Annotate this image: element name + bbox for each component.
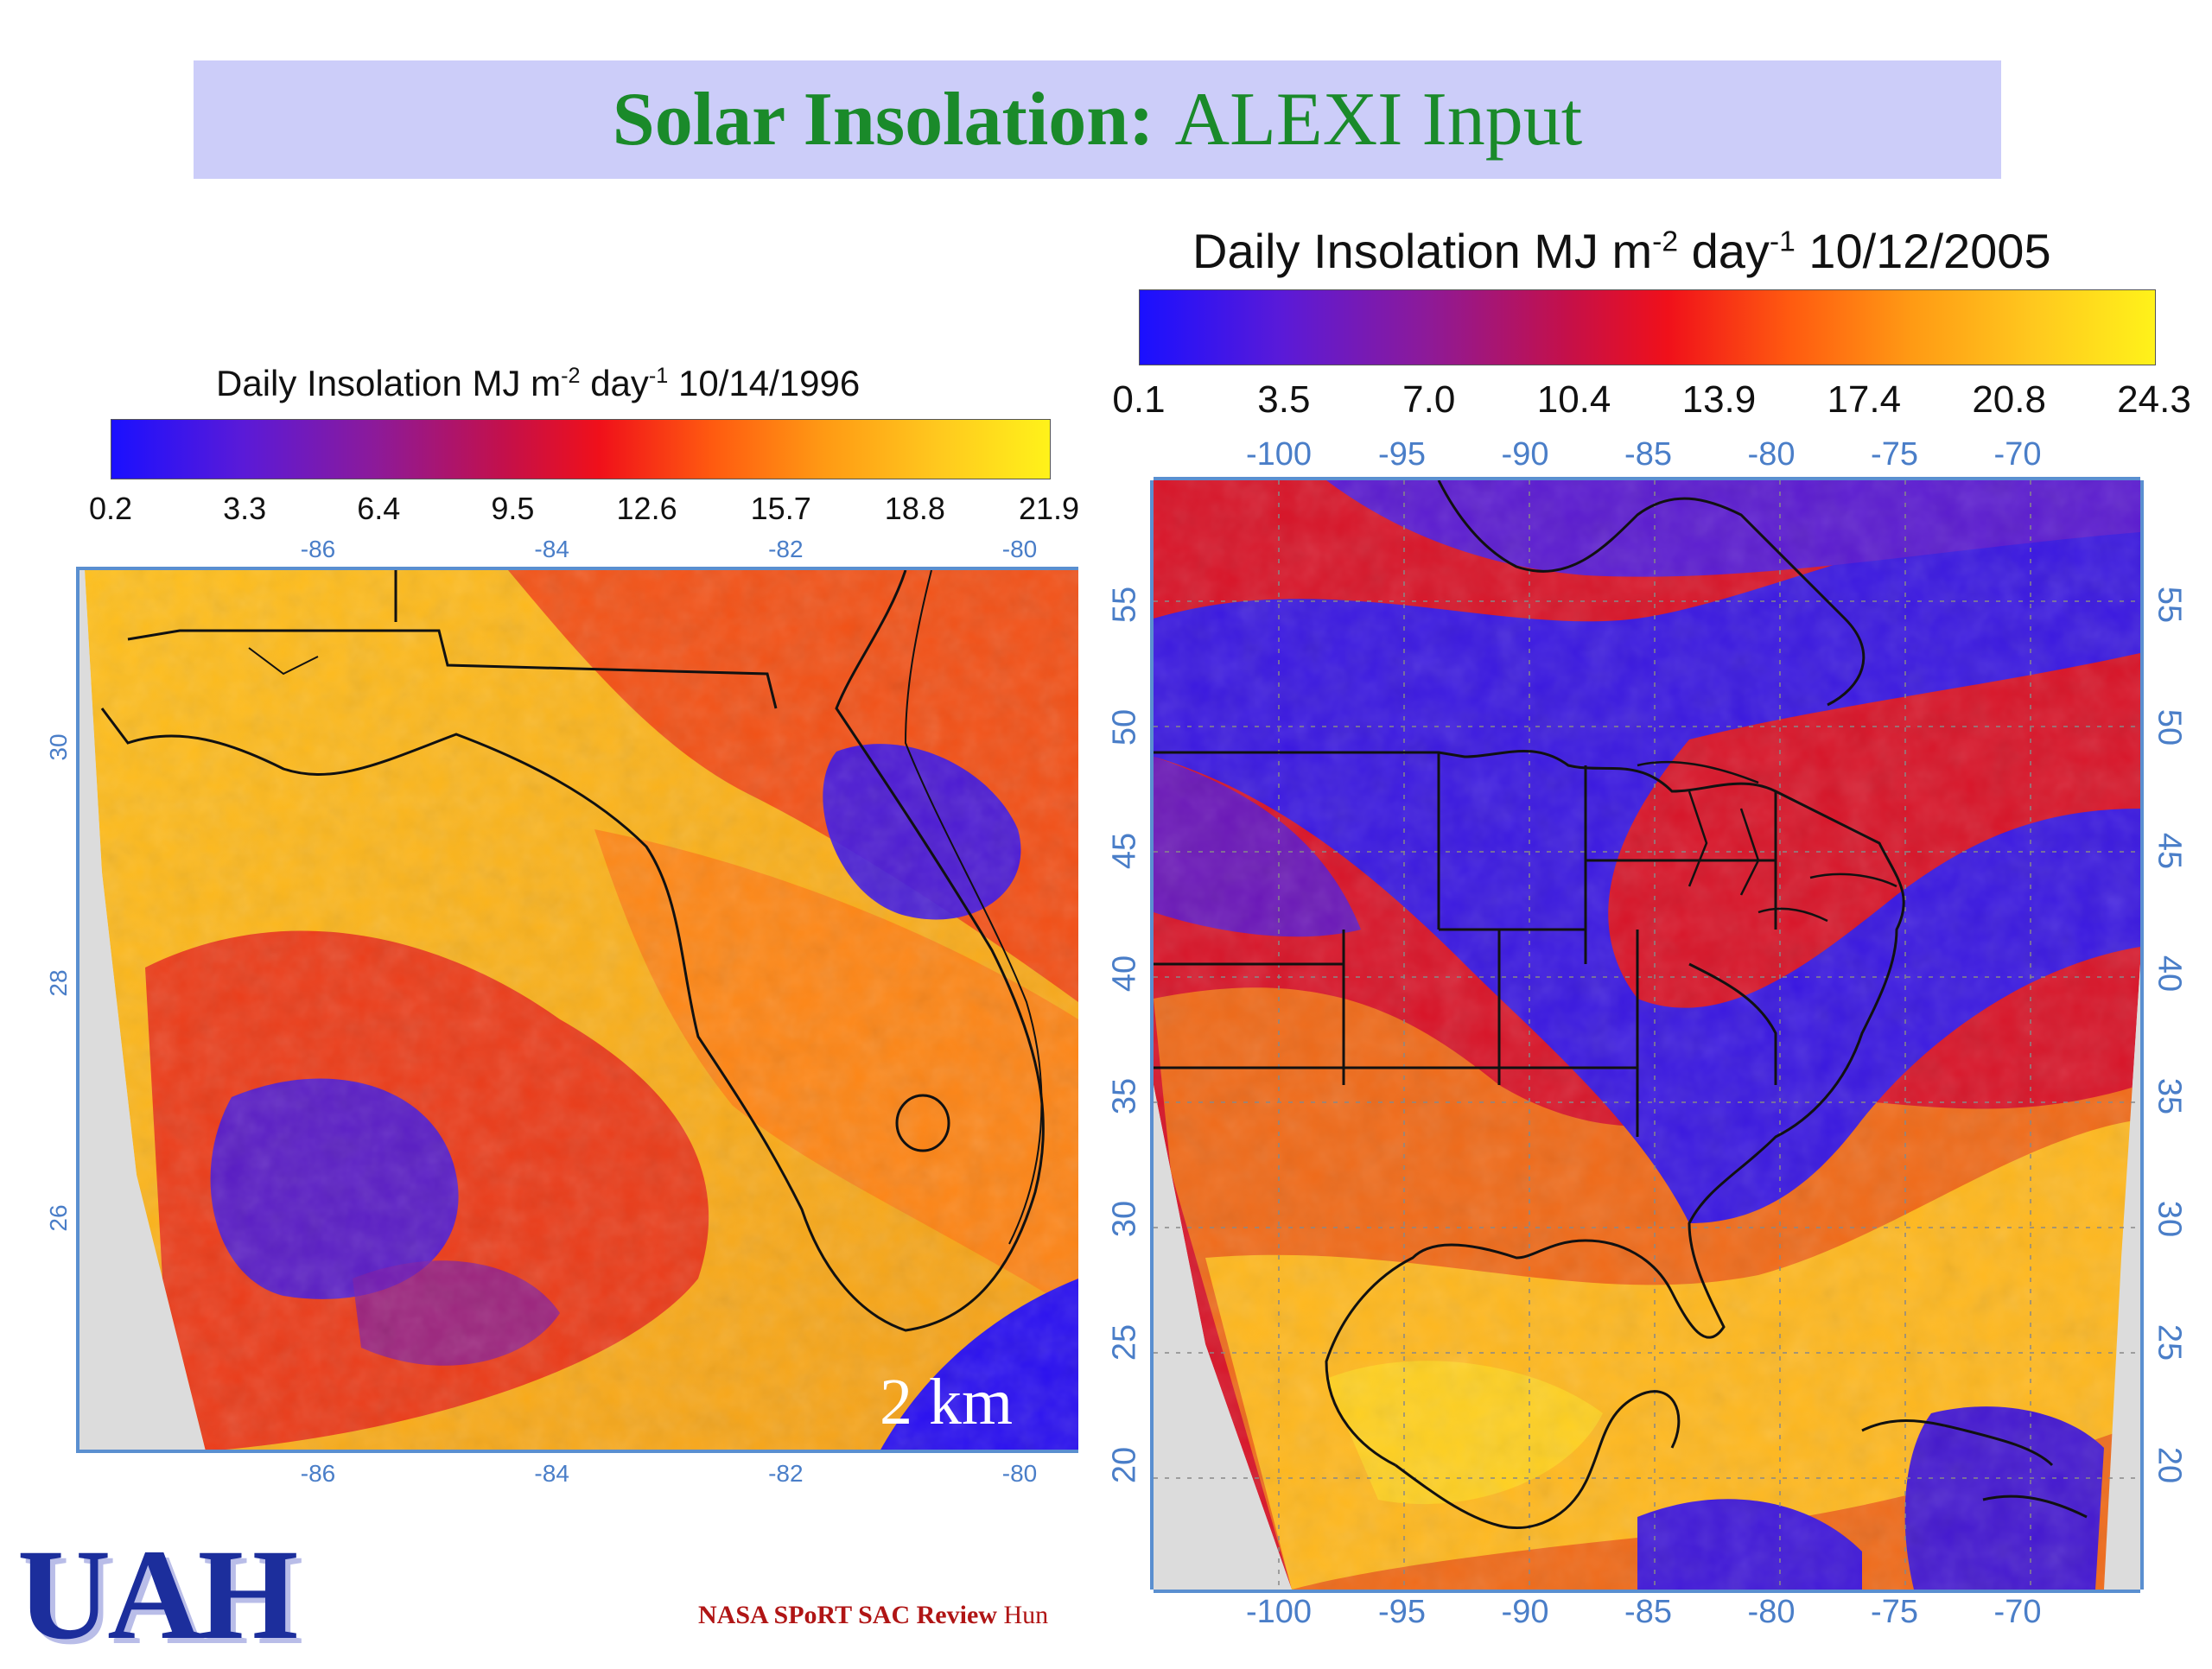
- axis-line: [1154, 477, 2140, 480]
- right-lat-label: 30: [1106, 1201, 1143, 1238]
- footer-text: NASA SPoRT SAC Review Hun: [698, 1601, 1049, 1629]
- left-lat-label: 30: [45, 733, 72, 761]
- right-lat-label: 35: [2151, 1078, 2188, 1115]
- right-lat-label: 35: [1106, 1078, 1143, 1115]
- axis-line: [1150, 480, 1154, 1590]
- right-colorbar-tick: 24.3: [2117, 378, 2191, 421]
- conus-insolation-map: [1154, 480, 2140, 1590]
- left-lon-label: -86: [300, 536, 336, 562]
- left-colorbar-tick: 6.4: [357, 491, 401, 526]
- left-colorbar-tick: 18.8: [884, 491, 945, 526]
- axis-line: [1154, 1590, 2140, 1593]
- left-lon-label: -80: [1001, 536, 1038, 562]
- right-lat-label: 45: [2151, 832, 2188, 869]
- right-lat-label: 30: [2151, 1201, 2188, 1238]
- right-lon-label: -75: [1871, 436, 1918, 473]
- right-lon-label: -85: [1624, 436, 1672, 473]
- left-lat-label: 28: [45, 968, 72, 997]
- axis-line: [76, 567, 1078, 570]
- left-colorbar-tick: 3.3: [223, 491, 267, 526]
- axis-line: [2140, 480, 2144, 1590]
- right-lon-label: -70: [1993, 436, 2042, 473]
- right-lat-label: 40: [2151, 955, 2188, 992]
- right-colorbar-tick: 13.9: [1681, 378, 1757, 421]
- left-colorbar-tick: 0.2: [88, 491, 133, 526]
- uah-logo: UAH: [17, 1523, 298, 1666]
- right-lat-label: 25: [2151, 1323, 2188, 1361]
- right-lon-label: -90: [1501, 436, 1549, 473]
- right-lat-label: 20: [1106, 1446, 1143, 1484]
- left-colorbar-tick: 15.7: [750, 491, 811, 526]
- right-lon-label: -75: [1871, 1594, 1918, 1630]
- right-colorbar-tick: 10.4: [1536, 378, 1611, 421]
- slide-title-regular: ALEXI Input: [1174, 78, 1583, 162]
- left-lon-label: -82: [768, 1460, 804, 1487]
- left-colorbar-tick: 12.6: [616, 491, 677, 526]
- right-colorbar: [1139, 289, 2156, 365]
- right-lat-label: 25: [1106, 1323, 1143, 1361]
- right-lon-label: -95: [1378, 436, 1426, 473]
- left-colorbar: [111, 419, 1051, 479]
- florida-insolation-map: [76, 570, 1078, 1451]
- right-colorbar-tick: 0.1: [1112, 378, 1166, 421]
- right-lat-label: 55: [2151, 586, 2188, 624]
- left-colorbar-tick: 9.5: [491, 491, 535, 526]
- left-florida-map: 2 km: [76, 570, 1078, 1451]
- left-colorbar-title: Daily Insolation MJ m-2 day-1 10/14/1996: [216, 363, 861, 403]
- right-colorbar-tick: 20.8: [1972, 378, 2046, 421]
- right-lon-label: -95: [1378, 1594, 1426, 1630]
- right-lat-label: 50: [1106, 709, 1143, 746]
- right-colorbar-tick: 7.0: [1402, 378, 1456, 421]
- right-lon-label: -80: [1747, 1594, 1796, 1630]
- right-lon-label: -80: [1747, 436, 1796, 473]
- scale-label: 2 km: [880, 1366, 1014, 1438]
- left-lon-label: -84: [534, 536, 569, 562]
- right-lat-label: 45: [1106, 832, 1143, 869]
- left-lon-label: -86: [300, 1460, 336, 1487]
- slide-title-bold: Solar Insolation:: [612, 78, 1154, 162]
- left-lon-label: -84: [534, 1460, 569, 1487]
- right-colorbar-tick: 17.4: [1827, 378, 1902, 421]
- right-lat-label: 20: [2151, 1446, 2188, 1484]
- right-lon-label: -100: [1245, 1594, 1313, 1630]
- right-colorbar-tick: 3.5: [1257, 378, 1311, 421]
- right-lon-label: -85: [1624, 1594, 1672, 1630]
- axis-line: [76, 570, 79, 1451]
- right-lon-label: -70: [1993, 1594, 2042, 1630]
- right-lat-label: 50: [2151, 709, 2188, 746]
- left-lon-label: -80: [1001, 1460, 1038, 1487]
- left-lon-label: -82: [768, 536, 804, 562]
- right-lon-label: -90: [1501, 1594, 1549, 1630]
- left-lat-label: 26: [45, 1204, 72, 1232]
- axis-line: [76, 1450, 1078, 1453]
- right-colorbar-title: Daily Insolation MJ m-2 day-1 10/12/2005: [1192, 224, 2051, 278]
- right-lat-label: 40: [1106, 955, 1143, 992]
- left-colorbar-tick: 21.9: [1018, 491, 1080, 526]
- right-conus-map: [1154, 480, 2140, 1590]
- slide-title-banner: Solar Insolation: ALEXI Input: [194, 60, 2001, 179]
- right-lat-label: 55: [1106, 586, 1143, 624]
- right-lon-label: -100: [1245, 436, 1313, 473]
